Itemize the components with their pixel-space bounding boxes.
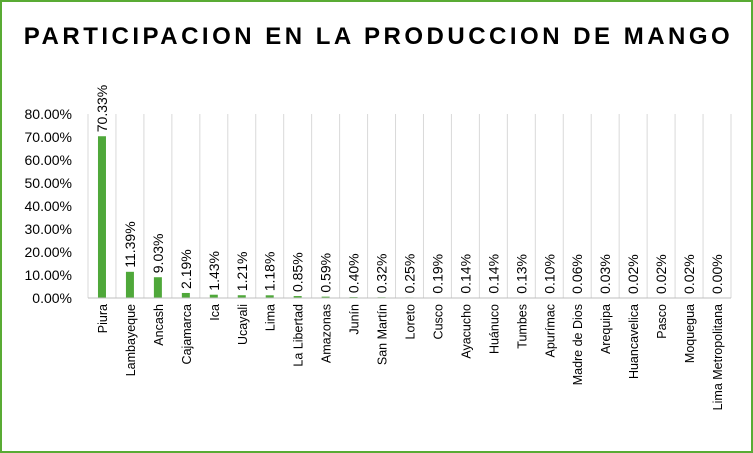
category-label: Ucayali bbox=[236, 304, 250, 345]
category-label: Tumbes bbox=[515, 304, 529, 349]
bar bbox=[293, 296, 302, 298]
category-label: Arequipa bbox=[599, 304, 613, 354]
data-labels: 70.33% 11.39% 9.03% 2.19% 1.43% 1.21% 1.18% 0.8… bbox=[94, 85, 725, 294]
data-label: 0.85% bbox=[290, 252, 306, 292]
data-label: 1.18% bbox=[262, 252, 278, 292]
x-axis: Piura Lambayeque Ancash Cajamarca Ica Ucayali… bbox=[88, 297, 731, 410]
data-label: 0.03% bbox=[597, 254, 613, 294]
chart-title: PARTICIPACION EN LA PRODUCCION DE MANGO bbox=[23, 23, 734, 50]
data-label: 2.19% bbox=[178, 249, 194, 289]
bar bbox=[181, 292, 190, 298]
y-tick-label: 70.00% bbox=[25, 129, 72, 145]
data-label: 0.00% bbox=[709, 254, 725, 294]
data-label: 1.21% bbox=[234, 252, 250, 292]
bar bbox=[209, 294, 218, 298]
data-label: 0.14% bbox=[457, 254, 473, 294]
category-label: Apurímac bbox=[543, 304, 557, 358]
y-tick-label: 80.00% bbox=[25, 106, 72, 122]
bar bbox=[153, 277, 162, 298]
category-label: Piura bbox=[96, 304, 110, 333]
category-label: Cusco bbox=[431, 304, 445, 339]
y-tick-label: 20.00% bbox=[25, 244, 72, 260]
bar bbox=[265, 295, 274, 298]
category-label: Huánuco bbox=[487, 304, 501, 354]
bar bbox=[97, 136, 106, 298]
category-label: Pasco bbox=[655, 304, 669, 339]
data-label: 9.03% bbox=[150, 234, 166, 274]
data-label: 11.39% bbox=[122, 221, 138, 267]
data-label: 0.02% bbox=[653, 254, 669, 294]
data-label: 0.02% bbox=[625, 254, 641, 294]
y-tick-label: 40.00% bbox=[25, 198, 72, 214]
category-label: Ancash bbox=[152, 304, 166, 346]
category-label: Huancavelica bbox=[627, 304, 641, 379]
category-label: San Martín bbox=[376, 304, 390, 365]
y-axis: 0.00% 10.00% 20.00% 30.00% 40.00% 50.00% 60.00… bbox=[25, 106, 72, 306]
y-tick-label: 30.00% bbox=[25, 221, 72, 237]
y-tick-label: 50.00% bbox=[25, 175, 72, 191]
category-label: Lima Metropolitana bbox=[711, 304, 725, 410]
y-tick-label: 60.00% bbox=[25, 152, 72, 168]
data-label: 0.19% bbox=[429, 254, 445, 294]
data-label: 0.32% bbox=[374, 254, 390, 294]
category-label: Ica bbox=[208, 304, 222, 321]
category-label: Loreto bbox=[404, 304, 418, 339]
data-label: 70.33% bbox=[94, 85, 110, 132]
data-label: 0.59% bbox=[318, 253, 334, 293]
bar bbox=[321, 296, 330, 298]
category-label: Madre de Dios bbox=[571, 304, 585, 385]
gridlines bbox=[87, 114, 732, 298]
category-label: Junín bbox=[348, 304, 362, 335]
category-label: Cajamarca bbox=[180, 304, 194, 364]
y-tick-label: 0.00% bbox=[32, 290, 72, 306]
data-label: 0.10% bbox=[541, 254, 557, 294]
y-tick-label: 10.00% bbox=[25, 267, 72, 283]
data-label: 0.06% bbox=[569, 254, 585, 294]
category-label: Ayacucho bbox=[459, 304, 473, 359]
bar bbox=[125, 271, 134, 298]
bar bbox=[237, 295, 246, 298]
category-label: Lima bbox=[264, 304, 278, 331]
data-label: 0.14% bbox=[485, 254, 501, 294]
data-label: 0.13% bbox=[513, 254, 529, 294]
category-label: Lambayeque bbox=[124, 304, 138, 376]
data-label: 0.40% bbox=[346, 253, 362, 293]
data-label: 1.43% bbox=[206, 251, 222, 291]
category-label: Amazonas bbox=[320, 304, 334, 363]
category-label: Moquegua bbox=[683, 304, 697, 363]
data-label: 0.02% bbox=[681, 254, 697, 294]
category-label: La Libertad bbox=[292, 304, 306, 367]
data-label: 0.25% bbox=[402, 254, 418, 294]
